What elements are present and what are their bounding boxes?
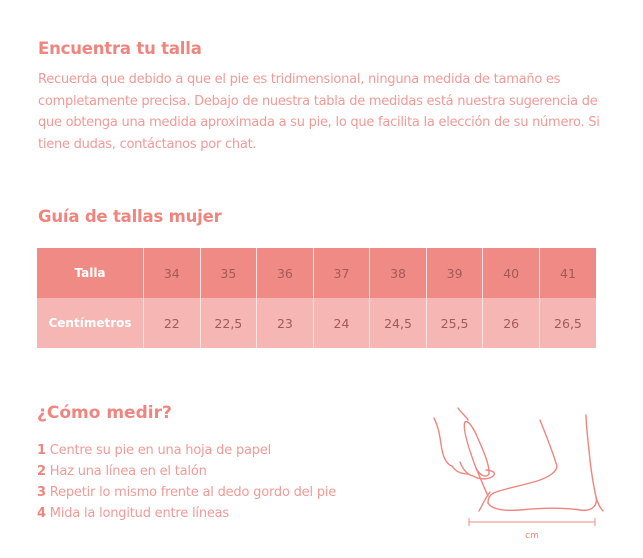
table-cell: 23: [256, 298, 314, 348]
table-cell: 22,5: [199, 298, 257, 348]
step-text: Mida la longitud entre líneas: [49, 506, 229, 521]
cm-label: cm: [525, 531, 539, 541]
table-cell: 41: [538, 248, 596, 298]
table-cell: 34: [143, 248, 201, 298]
list-item: 3 Repetir lo mismo frente al dedo gordo …: [37, 482, 336, 503]
step-text: Centre su pie en una hoja de papel: [49, 443, 272, 458]
table-cell: 37: [312, 248, 370, 298]
table-cell: 24,5: [369, 298, 427, 348]
list-item: 2 Haz una línea en el talón: [37, 461, 336, 482]
intro-paragraph: Recuerda que debido a que el pie es trid…: [38, 72, 600, 152]
table-cell: 40: [482, 248, 540, 298]
table-row-centimetros: Centímetros 22 22,5 23 24 24,5 25,5 26 2…: [37, 298, 596, 348]
step-number: 4: [37, 506, 46, 521]
foot-measure-illustration: cm: [433, 407, 604, 541]
steps-list: 1 Centre su pie en una hoja de papel 2 H…: [37, 440, 336, 524]
size-table: Talla 34 35 36 37 38 39 40 41 Centímetro…: [37, 248, 596, 348]
table-cell: 36: [256, 248, 314, 298]
table-cell: 25,5: [425, 298, 483, 348]
table-cell: 24: [312, 298, 370, 348]
how-to-title: ¿Cómo medir?: [37, 403, 172, 423]
section-title: Encuentra tu talla: [38, 39, 202, 58]
step-text: Haz una línea en el talón: [49, 464, 207, 479]
row-label: Talla: [37, 248, 144, 298]
step-number: 3: [37, 485, 46, 500]
table-cell: 22: [143, 298, 201, 348]
table-cell: 39: [425, 248, 483, 298]
table-cell: 35: [199, 248, 257, 298]
size-guide-title: Guía de tallas mujer: [38, 207, 222, 226]
table-row-talla: Talla 34 35 36 37 38 39 40 41: [37, 248, 596, 298]
step-text: Repetir lo mismo frente al dedo gordo de…: [49, 485, 337, 500]
table-cell: 26,5: [538, 298, 596, 348]
row-label: Centímetros: [37, 298, 144, 348]
list-item: 4 Mida la longitud entre líneas: [37, 503, 336, 524]
step-number: 1: [37, 443, 46, 458]
table-cell: 26: [482, 298, 540, 348]
step-number: 2: [37, 464, 46, 479]
table-cell: 38: [369, 248, 427, 298]
list-item: 1 Centre su pie en una hoja de papel: [37, 440, 336, 461]
